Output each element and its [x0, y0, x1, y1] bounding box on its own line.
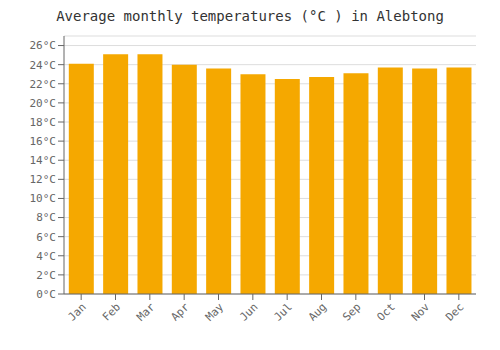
svg-text:Mar: Mar [134, 300, 158, 324]
svg-text:Jun: Jun [237, 300, 260, 323]
svg-text:20°C: 20°C [30, 97, 57, 110]
svg-text:12°C: 12°C [30, 173, 57, 186]
svg-text:18°C: 18°C [30, 116, 57, 129]
svg-text:Jan: Jan [66, 300, 89, 323]
svg-text:24°C: 24°C [30, 59, 57, 72]
svg-text:May: May [203, 300, 227, 324]
svg-text:Sep: Sep [340, 300, 363, 323]
html-text:Average monthly temperatures (: Average monthly temperatures (°C ) in Al… [56, 8, 444, 24]
svg-text:Dec: Dec [443, 300, 466, 323]
svg-text:Oct: Oct [375, 300, 398, 323]
svg-text:Feb: Feb [100, 300, 123, 323]
svg-text:Aug: Aug [306, 300, 329, 323]
svg-text:Apr: Apr [169, 300, 193, 324]
svg-text:6°C: 6°C [36, 231, 56, 244]
svg-text:8°C: 8°C [36, 211, 56, 224]
svg-text:10°C: 10°C [30, 192, 57, 205]
svg-text:4°C: 4°C [36, 250, 56, 263]
svg-text:Jul: Jul [272, 300, 295, 323]
svg-text:0°C: 0°C [36, 288, 56, 301]
svg-text:14°C: 14°C [30, 154, 57, 167]
svg-text:26°C: 26°C [30, 39, 57, 52]
svg-text:22°C: 22°C [30, 78, 57, 91]
svg-text:16°C: 16°C [30, 135, 57, 148]
svg-text:Nov: Nov [409, 300, 433, 324]
svg-text:2°C: 2°C [36, 269, 56, 282]
